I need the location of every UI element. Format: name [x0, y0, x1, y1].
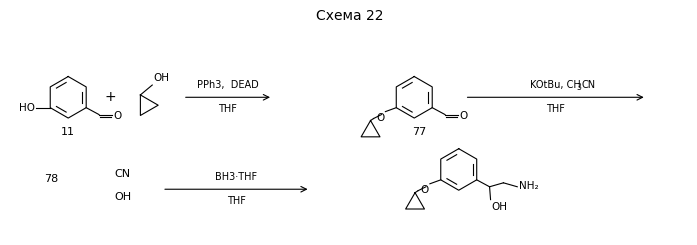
Text: 11: 11 [61, 127, 75, 137]
Text: 77: 77 [412, 127, 427, 137]
Text: OH: OH [153, 73, 169, 83]
Text: PPh3,  DEAD: PPh3, DEAD [197, 80, 259, 90]
Text: NH₂: NH₂ [519, 181, 539, 191]
Text: KOtBu, CH: KOtBu, CH [530, 80, 581, 90]
Text: O: O [113, 110, 121, 121]
Text: THF: THF [218, 104, 237, 114]
Text: CN: CN [114, 169, 130, 179]
Text: O: O [459, 110, 467, 121]
Text: O: O [376, 113, 385, 122]
Text: CN: CN [581, 80, 595, 90]
Text: THF: THF [546, 104, 565, 114]
Text: HO: HO [20, 103, 36, 113]
Text: Схема 22: Схема 22 [316, 9, 384, 23]
Text: OH: OH [114, 192, 131, 202]
Text: OH: OH [491, 202, 507, 212]
Text: +: + [105, 90, 116, 104]
Text: 78: 78 [45, 174, 59, 184]
Text: THF: THF [227, 196, 246, 206]
Text: 3: 3 [576, 83, 581, 92]
Text: O: O [421, 185, 429, 195]
Text: BH3·THF: BH3·THF [215, 172, 257, 182]
